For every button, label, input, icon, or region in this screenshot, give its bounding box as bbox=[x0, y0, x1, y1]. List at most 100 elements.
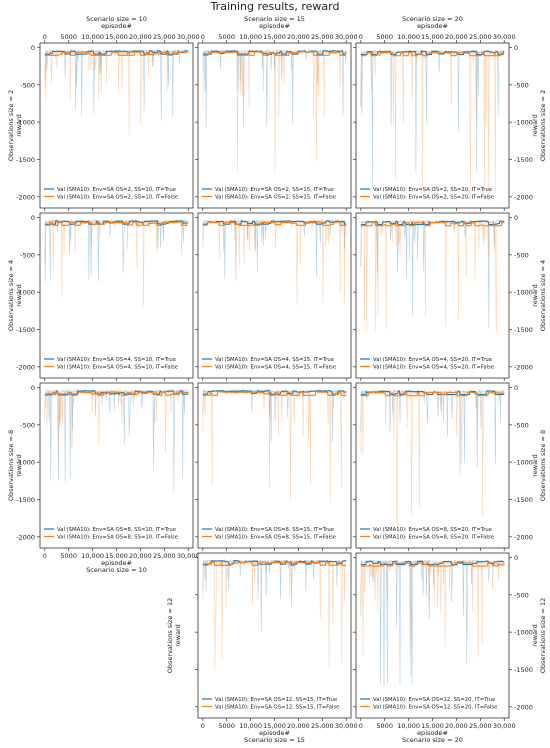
y-tick-label: -500 bbox=[20, 81, 35, 89]
x-tick-label-top: 20,000 bbox=[129, 33, 152, 41]
panel-os4-ss15: Val (SMA10): Env=SA OS=4, SS=15, IT=True… bbox=[195, 212, 352, 381]
panel-os8-ss20: 0 -500 -1000 -1500 -2000 Val (SMA10): Env=SA … bbox=[353, 382, 547, 551]
y-tick-label-right: -500 bbox=[514, 251, 529, 259]
panel-os4-ss20: 0 -500 -1000 -1500 -2000 Val (SMA10): Env=SA … bbox=[353, 212, 547, 381]
x-tick-label: 15,000 bbox=[421, 722, 444, 730]
x-tick-label-top: 15,000 bbox=[421, 33, 444, 41]
y-tick-label: 0 bbox=[31, 214, 35, 222]
x-tick-label-top: 30,000 bbox=[493, 33, 516, 41]
x-tick-label: 30,000 bbox=[335, 722, 358, 730]
x-tick-label-top: 25,000 bbox=[153, 33, 176, 41]
x-tick-label-top: 25,000 bbox=[469, 33, 492, 41]
column-title: Scenario size = 20 bbox=[402, 15, 463, 23]
x-tick-label-top: 10,000 bbox=[81, 33, 104, 41]
x-tick-label-top: 20,000 bbox=[287, 33, 310, 41]
plot-frame bbox=[355, 382, 510, 549]
x-tick-label-top: 30,000 bbox=[177, 33, 200, 41]
x-tick-label: 25,000 bbox=[153, 552, 176, 560]
series-line bbox=[44, 391, 189, 396]
series-line bbox=[360, 390, 505, 396]
plot-frame bbox=[355, 212, 510, 379]
y-tick-label-right: 0 bbox=[514, 384, 518, 392]
y-tick-label: -1500 bbox=[16, 156, 35, 164]
y-tick-label-right: -1500 bbox=[514, 496, 533, 504]
row-title: Observations size = 4 bbox=[7, 260, 15, 331]
x-tick-label-top: 10,000 bbox=[239, 33, 262, 41]
x-tick-label: 15,000 bbox=[105, 552, 128, 560]
y-tick-label-right: 0 bbox=[514, 554, 518, 562]
y-tick-label-right: -500 bbox=[514, 591, 529, 599]
y-tick-label-right: -500 bbox=[514, 421, 529, 429]
legend-entry: Val (SMA10): Env=SA OS=8, SS=15, IT=True bbox=[215, 527, 334, 533]
y-tick-label-right: -2000 bbox=[514, 703, 533, 711]
x-tick-label-top: 15,000 bbox=[105, 33, 128, 41]
plot-frame bbox=[197, 382, 352, 549]
x-tick-label-top: 15,000 bbox=[263, 33, 286, 41]
y-tick-label: -2000 bbox=[16, 363, 35, 371]
panel-os8-ss10: 0 -500 -1000 -1500 -2000 0 5000 10,000 15,000 20,… bbox=[7, 382, 200, 574]
x-tick-label: 5000 bbox=[376, 722, 393, 730]
y-axis-label: reward bbox=[15, 114, 23, 137]
legend-entry: Val (SMA10): Env=SA OS=2, SS=15, IT=True bbox=[215, 187, 334, 193]
x-tick-label: 0 bbox=[43, 552, 47, 560]
x-tick-label-top: 0 bbox=[43, 33, 47, 41]
x-axis-label: episode# bbox=[417, 729, 448, 737]
series-line bbox=[202, 391, 347, 396]
x-tick-label: 10,000 bbox=[397, 722, 420, 730]
x-tick-label-top: 10,000 bbox=[397, 33, 420, 41]
y-tick-label-right: -1500 bbox=[514, 666, 533, 674]
y-tick-label: -1500 bbox=[16, 326, 35, 334]
legend-entry: Val (SMA10): Env=SA OS=2, SS=20, IT=True bbox=[373, 187, 492, 193]
series-line bbox=[360, 561, 505, 567]
row-title-right: Observations size = 8 bbox=[539, 430, 547, 501]
y-tick-label-right: -1000 bbox=[514, 459, 533, 467]
series-raw-line bbox=[360, 560, 505, 657]
plot-frame bbox=[197, 212, 352, 379]
x-axis-label-top: episode# bbox=[259, 22, 290, 30]
legend-entry: Val (SMA10): Env=SA OS=8, SS=20, IT=True bbox=[373, 527, 492, 533]
x-tick-label: 30,000 bbox=[493, 722, 516, 730]
legend-entry: Val (SMA10): Env=SA OS=12, SS=15, IT=Fal… bbox=[215, 705, 339, 711]
x-tick-label: 5000 bbox=[60, 552, 77, 560]
legend-entry: Val (SMA10): Env=SA OS=2, SS=20, IT=Fals… bbox=[373, 195, 494, 201]
x-tick-label-top: 0 bbox=[359, 33, 363, 41]
series-line bbox=[202, 51, 347, 56]
legend-entry: Val (SMA10): Env=SA OS=4, SS=15, IT=Fals… bbox=[215, 365, 336, 371]
legend-entry: Val (SMA10): Env=SA OS=4, SS=10, IT=Fals… bbox=[57, 365, 178, 371]
legend-entry: Val (SMA10): Env=SA OS=2, SS=15, IT=Fals… bbox=[215, 195, 336, 201]
x-tick-label-top: 5000 bbox=[376, 33, 393, 41]
legend-entry: Val (SMA10): Env=SA OS=4, SS=15, IT=True bbox=[215, 357, 334, 363]
y-tick-label-right: -1000 bbox=[514, 119, 533, 127]
x-tick-label: 10,000 bbox=[239, 722, 262, 730]
row-title: Observations size = 12 bbox=[166, 598, 174, 674]
legend-entry: Val (SMA10): Env=SA OS=12, SS=15, IT=Tru… bbox=[215, 697, 337, 703]
plot-frame bbox=[197, 552, 352, 719]
y-tick-label: -2000 bbox=[16, 193, 35, 201]
row-title: Observations size = 8 bbox=[7, 430, 15, 501]
y-tick-label: -1000 bbox=[16, 119, 35, 127]
column-title: Scenario size = 15 bbox=[244, 15, 305, 23]
legend-entry: Val (SMA10): Env=SA OS=12, SS=20, IT=Tru… bbox=[373, 697, 495, 703]
x-tick-label: 0 bbox=[359, 722, 363, 730]
y-axis-label: reward bbox=[15, 284, 23, 307]
plot-frame bbox=[197, 42, 352, 209]
column-title-bottom: Scenario size = 20 bbox=[402, 736, 463, 744]
series-line bbox=[360, 50, 505, 56]
y-tick-label-right: -2000 bbox=[514, 363, 533, 371]
plot-frame bbox=[355, 552, 510, 719]
legend-entry: Val (SMA10): Env=SA OS=4, SS=20, IT=True bbox=[373, 357, 492, 363]
y-tick-label: -2000 bbox=[16, 533, 35, 541]
series-line bbox=[360, 560, 505, 566]
y-tick-label: 0 bbox=[31, 44, 35, 52]
legend-entry: Val (SMA10): Env=SA OS=4, SS=20, IT=Fals… bbox=[373, 365, 494, 371]
y-axis-label-right: reward bbox=[531, 284, 539, 307]
panel-os12-ss20: 0 -500 -1000 -1500 -2000 0 5000 10,000 15,000 20,… bbox=[353, 552, 547, 744]
column-title-bottom: Scenario size = 10 bbox=[86, 566, 147, 574]
x-tick-label-top: 25,000 bbox=[311, 33, 334, 41]
x-tick-label: 20,000 bbox=[129, 552, 152, 560]
series-line bbox=[360, 50, 505, 57]
legend-entry: Val (SMA10): Env=SA OS=8, SS=10, IT=Fals… bbox=[57, 535, 178, 541]
y-tick-label-right: -1000 bbox=[514, 289, 533, 297]
